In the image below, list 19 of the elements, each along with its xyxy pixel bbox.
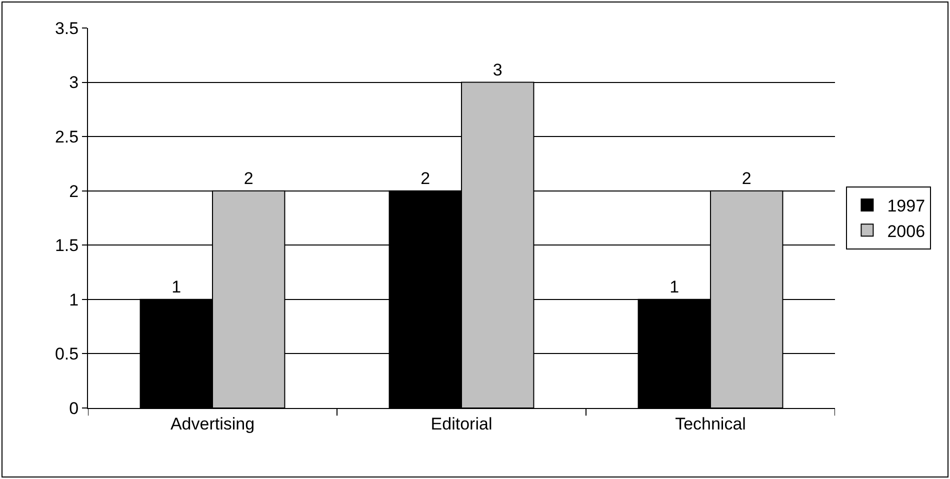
y-tick-label: 0.5	[54, 344, 79, 364]
y-tick-label: 3.5	[54, 18, 79, 38]
data-label: 2	[420, 168, 430, 188]
data-label: 3	[492, 60, 502, 80]
x-tick-label: Advertising	[170, 414, 255, 434]
y-tick-label: 2.5	[54, 128, 79, 147]
y-tick-label: 1.5	[54, 236, 79, 256]
data-label: 2	[244, 168, 254, 188]
y-tick-label: 1	[69, 290, 79, 310]
data-label: 1	[172, 277, 182, 296]
y-tick-label: 2	[69, 182, 79, 201]
y-tick-label: 3	[69, 73, 79, 92]
x-tick-label: Technical	[675, 414, 746, 434]
x-tick-label: Editorial	[430, 414, 492, 434]
data-label: 1	[670, 277, 680, 296]
legend-label: 2006	[887, 222, 926, 241]
legend-label: 1997	[887, 196, 926, 216]
y-tick-label: 0	[69, 398, 79, 418]
data-label: 2	[742, 168, 752, 188]
